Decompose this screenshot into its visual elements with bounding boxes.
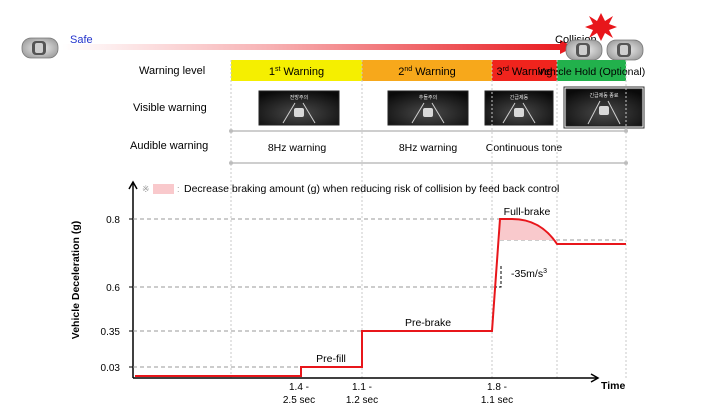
warning-screen-1: 전방주의 (258, 90, 340, 126)
audible-warning-label: 8Hz warning (268, 142, 327, 154)
warning-stage-label: 2nd Warning (398, 66, 456, 78)
duration-label: 1.4 -2.5 sec (283, 382, 315, 406)
phase-label: Pre-fill (316, 353, 346, 365)
car-icon (599, 106, 609, 115)
jerk-label: -35m/s3 (511, 268, 547, 280)
legend-text: Decrease braking amount (g) when reducin… (184, 183, 559, 195)
row-label-warning-level: Warning level (139, 65, 205, 77)
row-label-audible-warning: Audible warning (130, 140, 208, 152)
warning-screen-3: 긴급제동 (484, 90, 554, 126)
front-car-icon (565, 39, 603, 61)
visible-warning-screens: 전방주의 추돌주의 긴급제동 긴급제동 종료 (258, 86, 645, 129)
warning-stage-1 (231, 60, 362, 81)
deceleration-chart: Vehicle Deceleration (g) Time 0.03 0.35 0.6 0… (70, 60, 627, 406)
duration-label: 1.1 -1.2 sec (346, 382, 378, 406)
audible-warning-label: 8Hz warning (399, 142, 458, 154)
screen-text: 긴급제동 종료 (590, 92, 619, 99)
y-tick-label: 0.35 (101, 327, 121, 338)
lead-car-icon (606, 39, 644, 61)
warning-stage-2 (362, 60, 492, 81)
car-icon (423, 108, 433, 117)
screen-text: 전방주의 (290, 94, 308, 101)
y-axis-label: Vehicle Deceleration (g) (70, 221, 82, 339)
warning-screen-4: 긴급제동 종료 (563, 86, 645, 129)
duration-label: 1.8 -1.1 sec (481, 382, 513, 406)
y-tick-label: 0.8 (106, 215, 120, 226)
y-tick-label: 0.03 (101, 363, 121, 374)
screen-text: 추돌주의 (419, 94, 437, 101)
car-icon (294, 108, 304, 117)
audible-warning-row: 8Hz warning 8Hz warning Continuous tone (229, 129, 628, 165)
row-label-visible-warning: Visible warning (133, 102, 207, 114)
legend-swatch (153, 184, 174, 194)
y-tick-label: 0.6 (106, 283, 120, 294)
screen-text: 긴급제동 (510, 94, 529, 101)
collision-burst-icon (585, 13, 617, 41)
phase-label: Pre-brake (405, 317, 451, 329)
safe-label: Safe (70, 34, 93, 46)
warning-stage-label: Vehicle Hold (Optional) (538, 66, 645, 78)
warning-stage-label: 3rd Warning (497, 66, 553, 78)
audible-warning-label: Continuous tone (486, 142, 563, 154)
left-car-icon (21, 37, 59, 59)
phase-label: Full-brake (504, 206, 551, 218)
warning-level-bar: 1st Warning 2nd Warning 3rd WarningVehicle… (231, 60, 645, 81)
warning-stage-4 (557, 60, 626, 81)
car-icon (514, 108, 524, 117)
warning-stage-label: 1st Warning (269, 66, 324, 78)
legend-symbol: ※ (142, 184, 150, 194)
svg-text::: : (177, 184, 180, 194)
warning-stage-3 (492, 60, 557, 81)
x-axis-label: Time (601, 380, 625, 392)
progress-arrow (62, 40, 574, 54)
deceleration-profile-line (135, 218, 626, 377)
jerk-bracket (496, 266, 502, 288)
warning-screen-2: 추돌주의 (387, 90, 469, 126)
braking-reduction-area (500, 219, 557, 244)
